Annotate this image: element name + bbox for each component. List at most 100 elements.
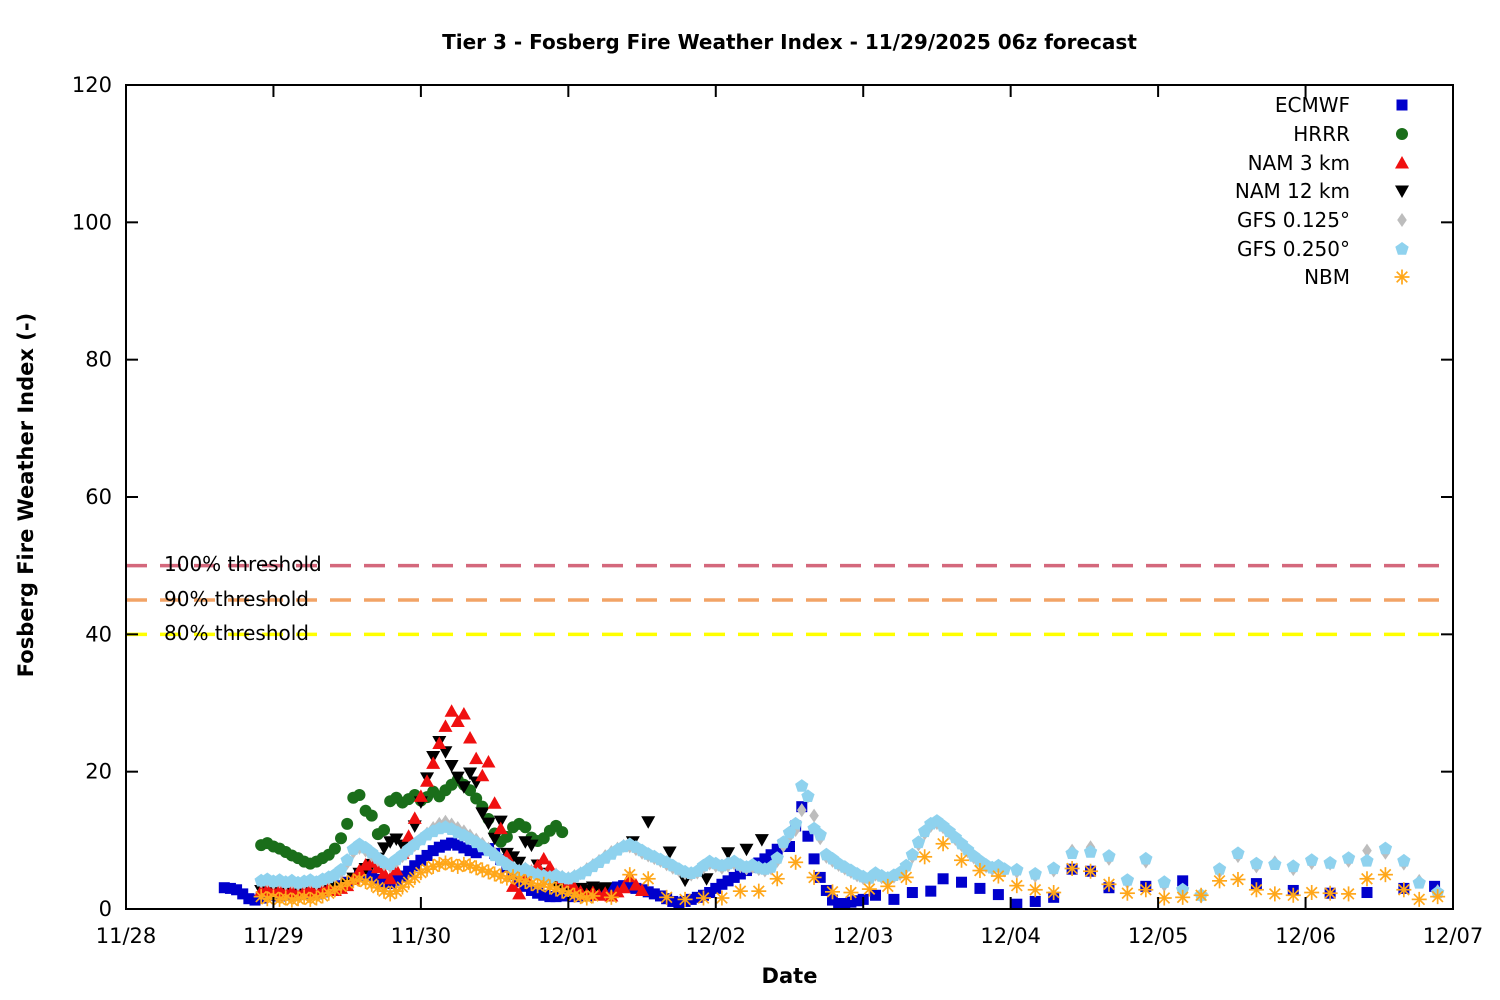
data-point-nbm (1248, 882, 1264, 898)
data-point-nbm (1009, 878, 1025, 894)
data-point-ecmwf (974, 882, 986, 894)
data-point-nam-12-km (754, 834, 769, 847)
data-point-hrrr (470, 792, 483, 805)
y-tick-label: 60 (85, 485, 112, 509)
data-point-nbm (382, 886, 398, 902)
x-tick-label: 12/07 (1423, 924, 1484, 948)
data-point-gfs-0-250- (1412, 875, 1426, 889)
data-point-nbm (954, 852, 970, 868)
legend: ECMWF HRRR NAM 3 km NAM 12 km GFS 0.125°… (1235, 91, 1416, 292)
data-point-nbm (1304, 885, 1320, 901)
data-point-nbm (990, 868, 1006, 884)
data-point-ecmwf (888, 893, 900, 905)
data-point-nbm (1359, 871, 1375, 887)
data-point-ecmwf (243, 893, 255, 905)
triangle-up-marker-icon (1395, 155, 1409, 169)
data-point-gfs-0-250- (1065, 846, 1079, 859)
x-tick-label: 12/02 (686, 924, 747, 948)
data-point-gfs-0-250- (1083, 845, 1098, 858)
data-point-nam-12-km (739, 843, 754, 857)
data-point-hrrr (378, 824, 391, 837)
data-point-ecmwf (538, 889, 550, 901)
y-tick-label: 20 (85, 760, 112, 784)
data-point-gfs-0-125- (796, 803, 807, 818)
data-point-nbm (1377, 867, 1393, 883)
data-point-nbm (732, 883, 748, 899)
asterisk-marker-icon (1394, 269, 1410, 285)
data-point-nbm (898, 869, 914, 885)
data-point-nam-3-km (420, 774, 435, 787)
data-point-ecmwf (421, 849, 433, 861)
data-point-nbm (861, 881, 877, 897)
data-point-nbm (1411, 891, 1427, 907)
data-point-ecmwf (1029, 895, 1041, 907)
data-point-ecmwf (906, 887, 918, 899)
data-point-nbm (1027, 882, 1043, 898)
data-point-ecmwf (378, 876, 390, 888)
data-point-ecmwf (1361, 887, 1373, 899)
data-point-ecmwf (784, 841, 795, 853)
data-point-ecmwf (642, 886, 654, 898)
y-tick-label: 0 (99, 897, 112, 921)
data-point-ecmwf (224, 882, 236, 894)
data-point-ecmwf (710, 882, 722, 894)
data-point-nbm (935, 836, 951, 852)
data-point-nam-12-km (444, 759, 459, 773)
data-point-gfs-0-250- (813, 827, 827, 841)
legend-label: NAM 3 km (1247, 150, 1350, 175)
diamond-marker-icon (1397, 213, 1407, 228)
data-point-nbm (843, 885, 859, 901)
data-point-nbm (315, 888, 331, 904)
data-point-nam-3-km (506, 879, 521, 892)
threshold-label-80: 80% threshold (164, 621, 309, 645)
data-point-gfs-0-250- (776, 835, 790, 849)
data-point-nam-3-km (542, 860, 557, 873)
data-point-nam-3-km (426, 756, 441, 769)
threshold-label-90: 90% threshold (164, 587, 309, 611)
data-point-nam-12-km (518, 836, 533, 849)
data-point-nbm (480, 864, 496, 880)
data-point-ecmwf (667, 895, 679, 907)
x-tick-label: 11/30 (391, 924, 452, 948)
data-point-ecmwf (218, 882, 230, 894)
data-point-ecmwf (390, 874, 402, 886)
data-point-ecmwf (851, 895, 863, 907)
legend-label: GFS 0.250° (1237, 236, 1350, 261)
y-tick-label: 40 (85, 622, 112, 646)
data-point-gfs-0-250- (334, 862, 348, 876)
data-point-nbm (1101, 876, 1117, 892)
data-point-nam-12-km (456, 781, 471, 794)
data-point-ecmwf (1177, 875, 1189, 887)
data-point-nam-12-km (662, 846, 677, 860)
data-point-ecmwf (433, 841, 445, 853)
data-point-nbm (1083, 863, 1099, 879)
circle-marker-icon (1396, 128, 1408, 141)
data-point-nbm (1064, 860, 1080, 876)
y-axis-label: Fosberg Fire Weather Index (-) (14, 312, 38, 678)
x-tick-label: 12/01 (538, 924, 599, 948)
data-point-ecmwf (366, 870, 378, 882)
data-point-nbm (659, 889, 675, 905)
data-point-nbm (825, 884, 841, 900)
data-point-ecmwf (802, 830, 814, 842)
data-point-nbm (769, 871, 785, 887)
data-point-nbm (622, 867, 638, 883)
legend-item-gfs0250: GFS 0.250° (1235, 234, 1416, 263)
data-point-nam-3-km (377, 866, 392, 879)
legend-label: NBM (1304, 265, 1350, 290)
legend-item-nam3km: NAM 3 km (1235, 148, 1416, 177)
data-point-gfs-0-125- (809, 808, 819, 823)
data-point-nbm (1322, 885, 1338, 901)
data-point-nbm (278, 890, 294, 906)
data-point-ecmwf (728, 871, 740, 883)
data-point-gfs-0-250- (911, 835, 926, 849)
data-point-ecmwf (544, 891, 556, 903)
data-point-nbm (1430, 889, 1446, 905)
data-point-nbm (1175, 889, 1191, 905)
data-point-ecmwf (925, 885, 937, 897)
data-point-nbm (1156, 890, 1172, 906)
x-tick-label: 12/03 (833, 924, 894, 948)
data-point-ecmwf (870, 889, 882, 901)
data-point-hrrr (556, 826, 569, 839)
data-point-ecmwf (372, 873, 384, 885)
